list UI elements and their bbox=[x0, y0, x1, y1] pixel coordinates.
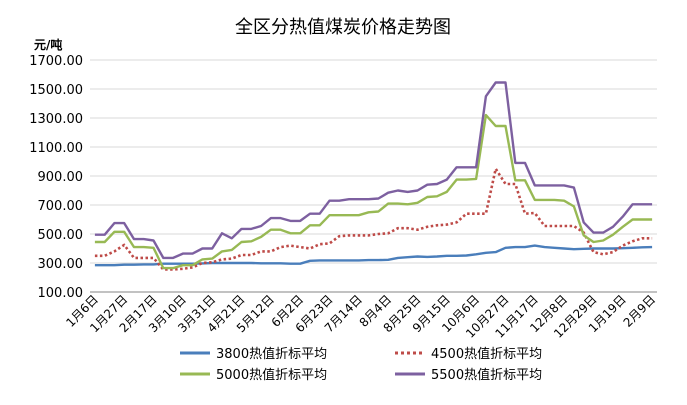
y-axis-unit-label: 元/吨 bbox=[34, 37, 62, 52]
legend-label-0: 3800热值折标平均 bbox=[216, 346, 327, 362]
y-tick-label: 700.00 bbox=[38, 199, 84, 214]
y-tick-label: 1100.00 bbox=[29, 141, 83, 156]
y-tick-label: 100.00 bbox=[38, 286, 84, 301]
y-axis-ticks: 100.00 300.00 500.00 700.00 900.00 1100.00 130… bbox=[29, 54, 83, 301]
series-line-1 bbox=[94, 167, 653, 271]
y-tick-label: 300.00 bbox=[38, 257, 84, 272]
series-line-2 bbox=[94, 113, 653, 270]
series-line-3 bbox=[94, 81, 653, 260]
x-tick-label: 2月9日 bbox=[621, 292, 659, 330]
legend-label-3: 5500热值折标平均 bbox=[431, 367, 542, 383]
legend-label-1: 4500热值折标平均 bbox=[431, 346, 542, 362]
legend: 3800热值折标平均 4500热值折标平均 5000热值折标平均 5500热值折标平均 bbox=[180, 346, 542, 383]
y-tick-label: 900.00 bbox=[38, 170, 84, 185]
y-tick-label: 500.00 bbox=[38, 228, 84, 243]
y-tick-label: 1700.00 bbox=[29, 54, 83, 69]
series-lines bbox=[94, 81, 653, 271]
legend-label-2: 5000热值折标平均 bbox=[216, 367, 327, 383]
x-axis-ticks: 1月6日1月27日2月17日3月10日3月31日4月21日5月12日6月2日6月… bbox=[63, 292, 658, 340]
series-line-0 bbox=[94, 244, 653, 267]
y-tick-label: 1300.00 bbox=[29, 112, 83, 127]
y-tick-label: 1500.00 bbox=[29, 83, 83, 98]
chart-title: 全区分热值煤炭价格走势图 bbox=[235, 17, 451, 38]
